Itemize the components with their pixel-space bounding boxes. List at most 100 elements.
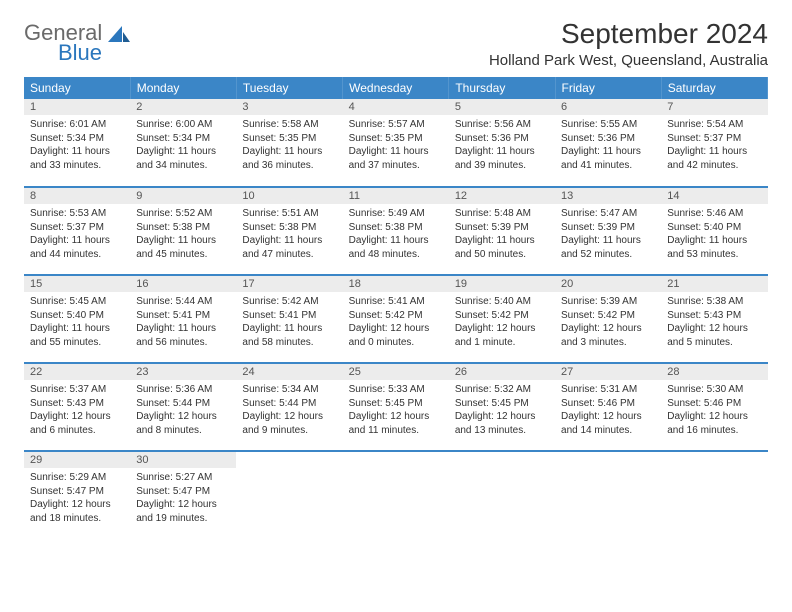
sunrise-line: Sunrise: 5:30 AM <box>667 383 761 397</box>
sunrise-line: Sunrise: 5:48 AM <box>455 207 549 221</box>
sunrise-line: Sunrise: 5:46 AM <box>667 207 761 221</box>
day-body: Sunrise: 5:31 AMSunset: 5:46 PMDaylight:… <box>555 380 661 443</box>
sunset-line: Sunset: 5:46 PM <box>561 397 655 411</box>
sunset-line: Sunset: 5:38 PM <box>242 221 336 235</box>
logo: General Blue <box>24 22 130 64</box>
sunset-line: Sunset: 5:38 PM <box>136 221 230 235</box>
day-number: 16 <box>130 276 236 292</box>
sunset-line: Sunset: 5:41 PM <box>136 309 230 323</box>
day-body: Sunrise: 5:38 AMSunset: 5:43 PMDaylight:… <box>661 292 767 355</box>
daylight-line: Daylight: 11 hours and 56 minutes. <box>136 322 230 349</box>
sunset-line: Sunset: 5:34 PM <box>136 132 230 146</box>
day-number: 20 <box>555 276 661 292</box>
calendar-cell: 7Sunrise: 5:54 AMSunset: 5:37 PMDaylight… <box>661 99 767 187</box>
sunset-line: Sunset: 5:45 PM <box>349 397 443 411</box>
sunset-line: Sunset: 5:39 PM <box>455 221 549 235</box>
day-body: Sunrise: 5:44 AMSunset: 5:41 PMDaylight:… <box>130 292 236 355</box>
day-body: Sunrise: 5:56 AMSunset: 5:36 PMDaylight:… <box>449 115 555 178</box>
daylight-line: Daylight: 12 hours and 0 minutes. <box>349 322 443 349</box>
daylight-line: Daylight: 11 hours and 45 minutes. <box>136 234 230 261</box>
daylight-line: Daylight: 11 hours and 48 minutes. <box>349 234 443 261</box>
logo-text: General Blue <box>24 22 102 64</box>
calendar-cell: 29Sunrise: 5:29 AMSunset: 5:47 PMDayligh… <box>24 451 130 539</box>
daylight-line: Daylight: 11 hours and 42 minutes. <box>667 145 761 172</box>
calendar-cell: 20Sunrise: 5:39 AMSunset: 5:42 PMDayligh… <box>555 275 661 363</box>
day-number: 6 <box>555 99 661 115</box>
calendar-cell: 24Sunrise: 5:34 AMSunset: 5:44 PMDayligh… <box>236 363 342 451</box>
calendar-cell: 3Sunrise: 5:58 AMSunset: 5:35 PMDaylight… <box>236 99 342 187</box>
sunrise-line: Sunrise: 5:42 AM <box>242 295 336 309</box>
day-number: 4 <box>343 99 449 115</box>
sunset-line: Sunset: 5:44 PM <box>136 397 230 411</box>
calendar-cell: 22Sunrise: 5:37 AMSunset: 5:43 PMDayligh… <box>24 363 130 451</box>
daylight-line: Daylight: 11 hours and 52 minutes. <box>561 234 655 261</box>
day-body: Sunrise: 5:57 AMSunset: 5:35 PMDaylight:… <box>343 115 449 178</box>
calendar-table: SundayMondayTuesdayWednesdayThursdayFrid… <box>24 77 768 539</box>
day-body: Sunrise: 5:55 AMSunset: 5:36 PMDaylight:… <box>555 115 661 178</box>
weekday-header: Wednesday <box>343 77 449 99</box>
day-body: Sunrise: 5:42 AMSunset: 5:41 PMDaylight:… <box>236 292 342 355</box>
sunset-line: Sunset: 5:43 PM <box>667 309 761 323</box>
sunrise-line: Sunrise: 5:57 AM <box>349 118 443 132</box>
calendar-cell: 9Sunrise: 5:52 AMSunset: 5:38 PMDaylight… <box>130 187 236 275</box>
sunrise-line: Sunrise: 5:37 AM <box>30 383 124 397</box>
calendar-cell: 18Sunrise: 5:41 AMSunset: 5:42 PMDayligh… <box>343 275 449 363</box>
day-number: 23 <box>130 364 236 380</box>
day-body: Sunrise: 5:37 AMSunset: 5:43 PMDaylight:… <box>24 380 130 443</box>
sunset-line: Sunset: 5:47 PM <box>30 485 124 499</box>
day-body: Sunrise: 5:48 AMSunset: 5:39 PMDaylight:… <box>449 204 555 267</box>
sunset-line: Sunset: 5:44 PM <box>242 397 336 411</box>
day-number: 12 <box>449 188 555 204</box>
day-number: 27 <box>555 364 661 380</box>
day-body: Sunrise: 5:46 AMSunset: 5:40 PMDaylight:… <box>661 204 767 267</box>
day-number: 19 <box>449 276 555 292</box>
sunset-line: Sunset: 5:40 PM <box>30 309 124 323</box>
calendar-cell: 12Sunrise: 5:48 AMSunset: 5:39 PMDayligh… <box>449 187 555 275</box>
day-body: Sunrise: 5:30 AMSunset: 5:46 PMDaylight:… <box>661 380 767 443</box>
day-body: Sunrise: 5:49 AMSunset: 5:38 PMDaylight:… <box>343 204 449 267</box>
day-number: 1 <box>24 99 130 115</box>
calendar-cell: 15Sunrise: 5:45 AMSunset: 5:40 PMDayligh… <box>24 275 130 363</box>
sunrise-line: Sunrise: 5:58 AM <box>242 118 336 132</box>
calendar-cell: 21Sunrise: 5:38 AMSunset: 5:43 PMDayligh… <box>661 275 767 363</box>
daylight-line: Daylight: 11 hours and 53 minutes. <box>667 234 761 261</box>
calendar-cell: 1Sunrise: 6:01 AMSunset: 5:34 PMDaylight… <box>24 99 130 187</box>
sunset-line: Sunset: 5:40 PM <box>667 221 761 235</box>
sunset-line: Sunset: 5:43 PM <box>30 397 124 411</box>
day-body: Sunrise: 5:51 AMSunset: 5:38 PMDaylight:… <box>236 204 342 267</box>
daylight-line: Daylight: 11 hours and 58 minutes. <box>242 322 336 349</box>
sunset-line: Sunset: 5:35 PM <box>349 132 443 146</box>
day-number: 10 <box>236 188 342 204</box>
sunset-line: Sunset: 5:39 PM <box>561 221 655 235</box>
location: Holland Park West, Queensland, Australia <box>489 52 768 69</box>
day-number: 25 <box>343 364 449 380</box>
sunset-line: Sunset: 5:35 PM <box>242 132 336 146</box>
sunset-line: Sunset: 5:47 PM <box>136 485 230 499</box>
sunset-line: Sunset: 5:42 PM <box>561 309 655 323</box>
sunrise-line: Sunrise: 5:31 AM <box>561 383 655 397</box>
day-body: Sunrise: 5:58 AMSunset: 5:35 PMDaylight:… <box>236 115 342 178</box>
calendar-cell: 23Sunrise: 5:36 AMSunset: 5:44 PMDayligh… <box>130 363 236 451</box>
daylight-line: Daylight: 12 hours and 16 minutes. <box>667 410 761 437</box>
daylight-line: Daylight: 12 hours and 18 minutes. <box>30 498 124 525</box>
daylight-line: Daylight: 12 hours and 9 minutes. <box>242 410 336 437</box>
day-number: 8 <box>24 188 130 204</box>
day-body: Sunrise: 6:01 AMSunset: 5:34 PMDaylight:… <box>24 115 130 178</box>
day-body: Sunrise: 5:53 AMSunset: 5:37 PMDaylight:… <box>24 204 130 267</box>
daylight-line: Daylight: 12 hours and 5 minutes. <box>667 322 761 349</box>
calendar-cell <box>343 451 449 539</box>
daylight-line: Daylight: 12 hours and 1 minute. <box>455 322 549 349</box>
day-body: Sunrise: 5:41 AMSunset: 5:42 PMDaylight:… <box>343 292 449 355</box>
sunset-line: Sunset: 5:37 PM <box>667 132 761 146</box>
sunrise-line: Sunrise: 6:00 AM <box>136 118 230 132</box>
sunset-line: Sunset: 5:45 PM <box>455 397 549 411</box>
calendar-cell: 2Sunrise: 6:00 AMSunset: 5:34 PMDaylight… <box>130 99 236 187</box>
calendar-cell: 27Sunrise: 5:31 AMSunset: 5:46 PMDayligh… <box>555 363 661 451</box>
sunrise-line: Sunrise: 5:53 AM <box>30 207 124 221</box>
calendar-cell: 11Sunrise: 5:49 AMSunset: 5:38 PMDayligh… <box>343 187 449 275</box>
day-body: Sunrise: 5:36 AMSunset: 5:44 PMDaylight:… <box>130 380 236 443</box>
daylight-line: Daylight: 12 hours and 13 minutes. <box>455 410 549 437</box>
daylight-line: Daylight: 12 hours and 3 minutes. <box>561 322 655 349</box>
daylight-line: Daylight: 11 hours and 39 minutes. <box>455 145 549 172</box>
day-number: 15 <box>24 276 130 292</box>
